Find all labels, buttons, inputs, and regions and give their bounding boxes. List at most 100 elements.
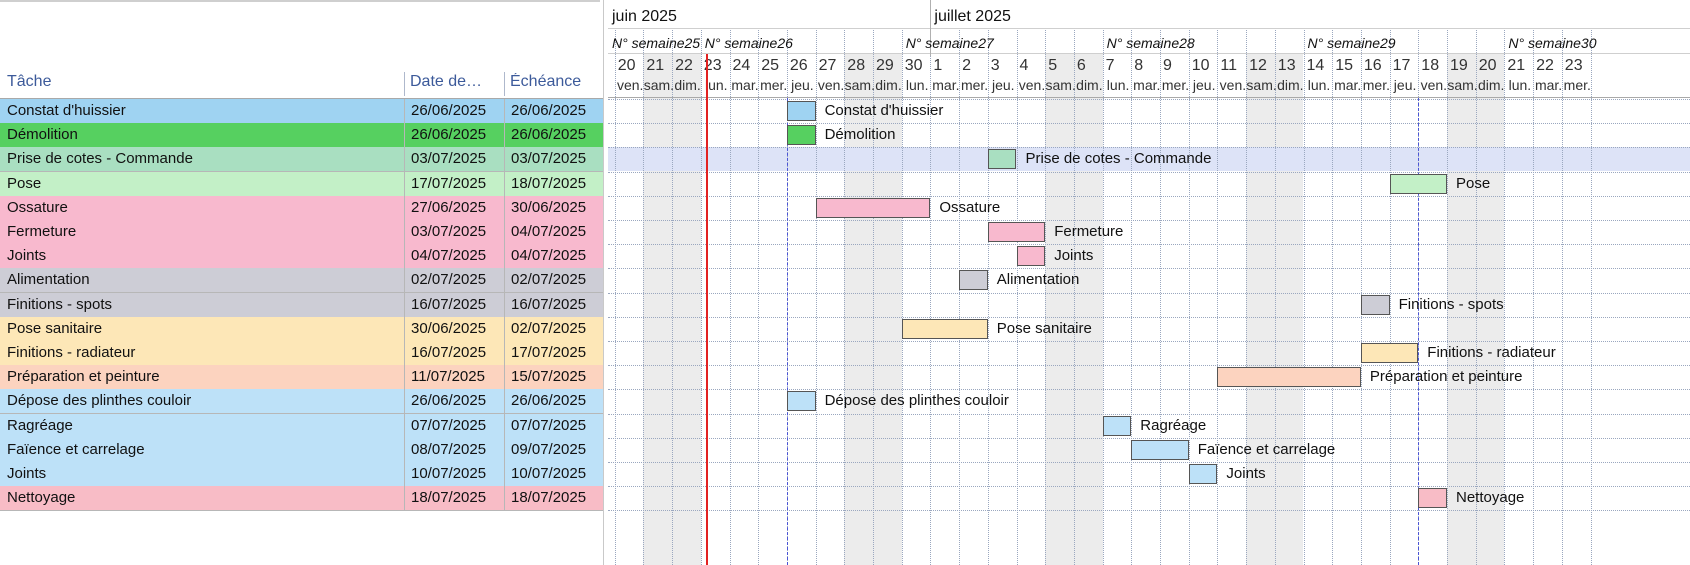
column-header-due-date[interactable]: Échéance (510, 73, 582, 90)
gantt-bar[interactable] (786, 125, 816, 146)
day-name: ven. (1018, 77, 1046, 93)
day-gridline (1246, 28, 1248, 565)
row-gridline (608, 220, 1690, 221)
gantt-bar[interactable] (1102, 415, 1132, 436)
day-number: 20 (1478, 57, 1497, 74)
day-name: sam. (1246, 77, 1277, 93)
weekend-column (643, 54, 673, 565)
column-header-start-date[interactable]: Date de… (410, 73, 483, 90)
task-end-date: 16/07/2025 (504, 292, 603, 318)
day-gridline (1073, 28, 1075, 565)
day-gridline (729, 28, 731, 565)
gantt-bar[interactable] (815, 197, 931, 218)
task-end-date: 26/06/2025 (504, 389, 603, 415)
gantt-bar-label: Finitions - radiateur (1427, 344, 1556, 361)
gantt-bar[interactable] (1016, 246, 1046, 267)
day-gridline (1160, 28, 1161, 565)
task-name: Préparation et peinture (7, 368, 160, 386)
gantt-bar[interactable] (786, 391, 816, 412)
day-number: 26 (789, 57, 808, 74)
day-name: lun. (1307, 77, 1331, 93)
table-row[interactable]: Constat d'huissier 26/06/2025 26/06/2025 (0, 99, 603, 124)
day-number: 3 (990, 57, 1000, 74)
panel-splitter[interactable] (603, 0, 608, 565)
table-row[interactable]: Alimentation 02/07/2025 02/07/2025 (0, 268, 603, 294)
weekend-column (1073, 54, 1103, 565)
weekend-column (1274, 54, 1304, 565)
week-label: N° semaine29 (1307, 35, 1396, 51)
task-name: Ossature (7, 198, 68, 216)
day-gridline (901, 28, 903, 565)
week-label: N° semaine27 (905, 35, 994, 51)
table-row[interactable]: Pose sanitaire 30/06/2025 02/07/2025 (0, 316, 603, 342)
table-row[interactable]: Prise de cotes - Commande 03/07/2025 03/07… (0, 147, 603, 173)
task-name: Finitions - spots (7, 295, 113, 313)
table-row[interactable]: Nettoyage 18/07/2025 18/07/2025 (0, 486, 603, 512)
table-row[interactable]: Joints 10/07/2025 10/07/2025 (0, 462, 603, 487)
day-name: sam. (1045, 77, 1076, 93)
row-gridline (608, 437, 1690, 439)
table-row[interactable]: Ragréage 07/07/2025 07/07/2025 (0, 413, 603, 439)
task-start-date: 27/06/2025 (404, 195, 502, 221)
table-row[interactable]: Démolition 26/06/2025 26/06/2025 (0, 123, 603, 149)
day-number: 24 (732, 57, 751, 74)
week-label: N° semaine28 (1106, 35, 1195, 51)
column-separator[interactable] (504, 72, 505, 96)
gantt-bar[interactable] (1217, 367, 1361, 388)
day-number: 7 (1105, 57, 1115, 74)
task-end-date: 30/06/2025 (504, 195, 603, 221)
column-header-task[interactable]: Tâche (7, 73, 52, 90)
gantt-bar[interactable] (987, 149, 1017, 170)
row-gridline (608, 147, 1690, 149)
gantt-bar[interactable] (1131, 439, 1189, 460)
day-name: sam. (643, 77, 675, 93)
row-gridline (608, 123, 1690, 125)
table-row[interactable]: Finitions - radiateur 16/07/2025 17/07/202… (0, 341, 603, 366)
gantt-bar[interactable] (1360, 343, 1419, 363)
column-separator[interactable] (404, 72, 405, 96)
table-row[interactable]: Fermeture 03/07/2025 04/07/2025 (0, 220, 603, 245)
day-gridline (844, 28, 846, 565)
task-end-date: 18/07/2025 (504, 171, 603, 197)
day-number: 23 (703, 57, 722, 74)
gantt-bar[interactable] (959, 270, 988, 291)
gantt-bar[interactable] (987, 222, 1046, 242)
table-row[interactable]: Préparation et peinture 11/07/2025 15/07/2… (0, 365, 603, 391)
day-name: dim. (1477, 77, 1505, 93)
day-name: dim. (1076, 77, 1103, 93)
gantt-bar[interactable] (786, 101, 816, 121)
day-number: 21 (1507, 57, 1526, 74)
gantt-bar-label: Ossature (939, 198, 1001, 216)
row-gridline (608, 462, 1690, 463)
gantt-bar[interactable] (901, 318, 988, 339)
gantt-bar[interactable] (1188, 464, 1218, 484)
task-end-date: 04/07/2025 (504, 244, 603, 270)
weekend-column (873, 54, 902, 565)
gantt-bar[interactable] (1360, 294, 1390, 315)
gantt-bar[interactable] (1418, 488, 1447, 509)
day-gridline (1475, 28, 1477, 565)
day-name: lun. (1508, 77, 1532, 93)
task-name: Joints (7, 247, 47, 265)
task-start-date: 30/06/2025 (404, 316, 502, 342)
task-start-date: 26/06/2025 (404, 99, 502, 124)
table-row[interactable]: Pose 17/07/2025 18/07/2025 (0, 171, 603, 197)
day-gridline (672, 28, 674, 565)
table-row[interactable]: Dépose des plinthes couloir 26/06/2025 26/… (0, 389, 603, 415)
task-end-date: 02/07/2025 (504, 268, 603, 294)
task-start-date: 03/07/2025 (404, 147, 502, 173)
month-label: juillet 2025 (934, 8, 1011, 25)
weekend-column (1475, 54, 1505, 565)
day-gridline (1217, 28, 1219, 565)
table-row[interactable]: Finitions - spots 16/07/2025 16/07/2025 (0, 292, 603, 318)
task-end-date: 17/07/2025 (504, 341, 603, 366)
day-name: mer. (1362, 77, 1390, 93)
table-row[interactable]: Ossature 27/06/2025 30/06/2025 (0, 195, 603, 221)
task-name: Faïence et carrelage (7, 440, 145, 458)
day-gridline (1131, 28, 1133, 565)
table-row[interactable]: Joints 04/07/2025 04/07/2025 (0, 244, 603, 270)
day-number: 21 (646, 57, 665, 74)
table-row[interactable]: Faïence et carrelage 08/07/2025 09/07/2025 (0, 437, 603, 463)
gantt-bar[interactable] (1389, 173, 1447, 194)
task-name: Ragréage (7, 416, 73, 434)
